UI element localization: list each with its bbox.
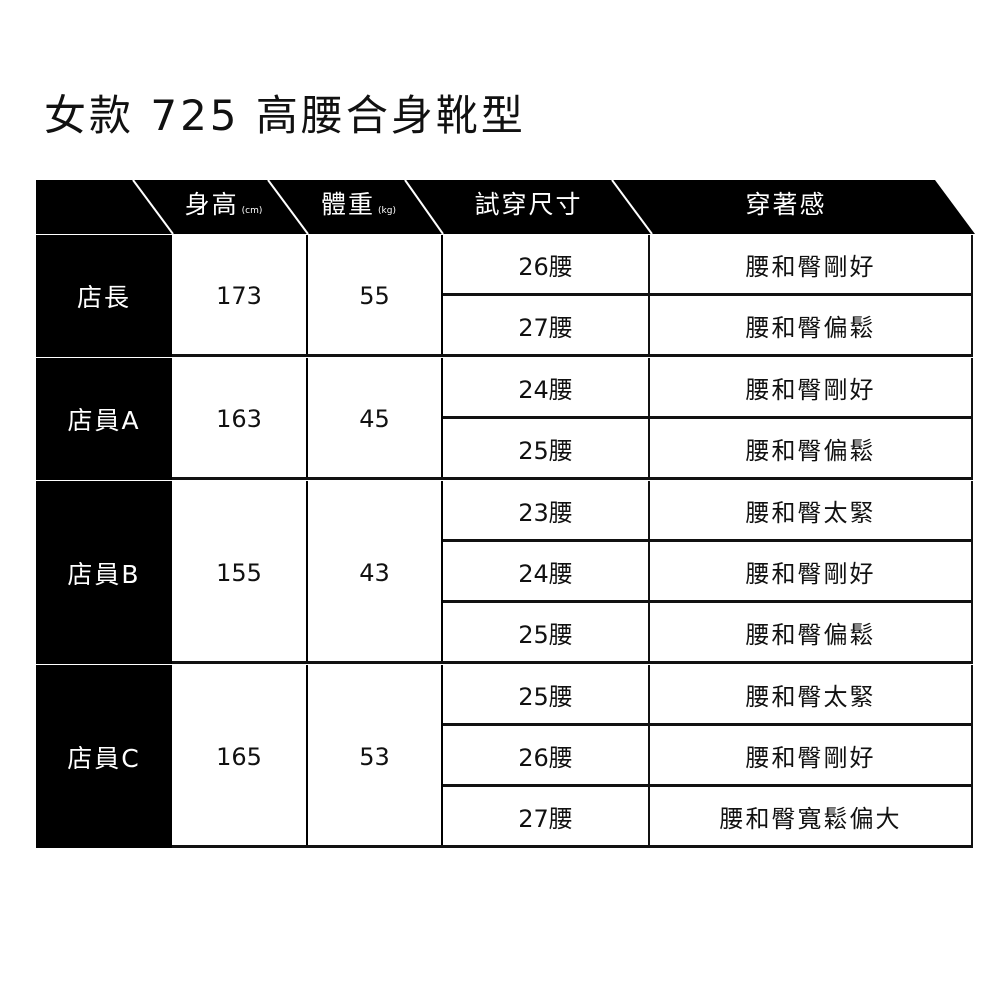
height-value: 163 [172,358,308,480]
person-name: 店長 [36,235,172,357]
table-row: 24腰 腰和臀剛好 [443,542,973,603]
table-row: 26腰 腰和臀剛好 [443,726,973,787]
size-cell: 27腰 [443,296,650,354]
weight-value: 53 [308,665,443,848]
feel-cell: 腰和臀剛好 [745,559,876,588]
header-feel: 穿著感 [745,190,827,219]
page-title: 女款 725 高腰合身靴型 [44,91,526,140]
table-row: 25腰 腰和臀偏鬆 [443,603,973,664]
table-row: 27腰 腰和臀寬鬆偏大 [443,787,973,848]
header-weight-unit: (kg) [378,206,396,216]
height-value: 155 [172,481,308,664]
table-row: 27腰 腰和臀偏鬆 [443,296,973,357]
table-row: 25腰 腰和臀偏鬆 [443,419,973,480]
person-name: 店員B [36,481,172,664]
table-row-group: 店員C 165 53 25腰 腰和臀太緊 26腰 腰和臀剛好 27腰 腰和臀寬鬆偏大 [36,665,973,848]
table-header: 身高 (cm) 體重 (kg) 試穿尺寸 穿著感 [36,180,976,234]
size-cell: 27腰 [443,787,650,845]
feel-cell: 腰和臀太緊 [745,498,876,527]
feel-cell: 腰和臀偏鬆 [745,620,876,649]
size-cell: 26腰 [443,235,650,293]
weight-value: 43 [308,481,443,664]
table-row: 25腰 腰和臀太緊 [443,665,973,726]
table-row: 23腰 腰和臀太緊 [443,481,973,542]
row-divider [172,354,443,357]
feel-cell: 腰和臀寬鬆偏大 [719,804,902,833]
height-value: 173 [172,235,308,357]
table-row: 26腰 腰和臀剛好 [443,235,973,296]
size-cell: 24腰 [443,358,650,416]
size-cell: 25腰 [443,419,650,477]
header-size: 試穿尺寸 [474,190,583,219]
table-row-group: 店長 173 55 26腰 腰和臀剛好 27腰 腰和臀偏鬆 [36,235,973,357]
feel-cell: 腰和臀剛好 [745,743,876,772]
header-height: 身高 (cm) [156,180,291,234]
size-cell: 23腰 [443,481,650,539]
header-background [36,180,975,234]
size-cell: 25腰 [443,665,650,723]
size-cell: 25腰 [443,603,650,661]
header-height-unit: (cm) [241,206,263,216]
table-row-group: 店員B 155 43 23腰 腰和臀太緊 24腰 腰和臀剛好 25腰 腰和臀偏鬆 [36,481,973,664]
row-divider [172,661,443,664]
header-height-label: 身高 [184,190,239,219]
height-value: 165 [172,665,308,848]
person-name: 店員A [36,358,172,480]
weight-value: 45 [308,358,443,480]
table-row: 24腰 腰和臀剛好 [443,358,973,419]
feel-cell: 腰和臀剛好 [745,375,876,404]
feel-cell: 腰和臀偏鬆 [745,313,876,342]
row-divider [172,845,443,848]
header-weight: 體重 (kg) [291,180,426,234]
header-weight-label: 體重 [321,190,376,219]
feel-cell: 腰和臀剛好 [745,252,876,281]
feel-cell: 腰和臀偏鬆 [745,436,876,465]
table-row-group: 店員A 163 45 24腰 腰和臀剛好 25腰 腰和臀偏鬆 [36,358,973,480]
weight-value: 55 [308,235,443,357]
person-name: 店員C [36,665,172,848]
size-cell: 26腰 [443,726,650,784]
row-divider [172,477,443,480]
feel-cell: 腰和臀太緊 [745,682,876,711]
size-cell: 24腰 [443,542,650,600]
